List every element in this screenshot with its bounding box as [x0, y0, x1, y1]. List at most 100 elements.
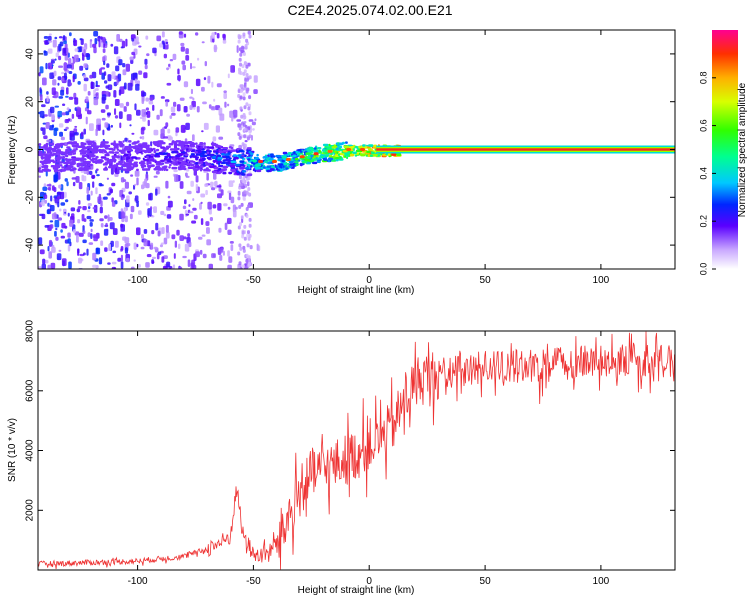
- heatmap-cell: [237, 190, 241, 196]
- heatmap-cell: [190, 180, 194, 187]
- heatmap-cell: [83, 63, 88, 69]
- heatmap-cell: [396, 153, 402, 157]
- heatmap-cell: [91, 157, 98, 161]
- heatmap-cell: [222, 155, 227, 159]
- heatmap-cell: [217, 203, 222, 211]
- heatmap-cell: [239, 52, 243, 57]
- heatmap-cell: [44, 148, 51, 151]
- heatmap-cell: [71, 167, 77, 171]
- heatmap-cell: [58, 55, 62, 61]
- snr-y-tick-label: 8000: [25, 319, 36, 342]
- heatmap-cell: [277, 163, 284, 166]
- heatmap-cell: [74, 54, 79, 63]
- heatmap-cell: [248, 129, 252, 134]
- heatmap-cell: [152, 47, 157, 54]
- heatmap-cell: [197, 57, 200, 61]
- heatmap-cell: [48, 33, 52, 36]
- heatmap-cell: [372, 154, 378, 157]
- heatmap-cell: [42, 258, 46, 265]
- heatmap-cell: [175, 157, 180, 160]
- heatmap-cell: [243, 224, 247, 229]
- heatmap-cell: [86, 101, 90, 109]
- snr-series-line: [38, 331, 675, 570]
- heatmap-cell: [366, 150, 371, 154]
- heatmap-cell: [193, 169, 197, 176]
- heatmap-cell: [173, 163, 176, 166]
- heatmap-cell: [203, 142, 206, 145]
- heatmap-cell: [212, 136, 217, 142]
- heatmap-cell: [182, 255, 187, 259]
- heatmap-cell: [98, 39, 101, 48]
- heatmap-cell: [121, 164, 126, 167]
- heatmap-cell: [120, 223, 123, 228]
- heatmap-cell: [101, 117, 106, 121]
- heatmap-cell: [136, 168, 139, 172]
- heatmap-cell: [204, 61, 207, 67]
- heatmap-cell: [210, 181, 214, 188]
- heatmap-cell: [222, 250, 225, 256]
- heatmap-cell: [79, 149, 82, 153]
- heatmap-cell: [65, 95, 69, 98]
- heatmap-cell: [382, 153, 386, 157]
- heatmap-cell: [89, 170, 93, 175]
- heatmap-cell: [136, 177, 139, 186]
- heatmap-cell: [325, 149, 328, 152]
- heatmap-cell: [181, 141, 187, 144]
- heatmap-cell: [92, 140, 95, 144]
- heatmap-cell: [355, 149, 361, 153]
- heatmap-cell: [173, 101, 177, 107]
- heatmap-cell: [68, 261, 72, 269]
- heatmap-cell: [134, 72, 138, 78]
- heatmap-cell: [50, 106, 55, 114]
- heatmap-cell: [45, 62, 48, 70]
- heatmap-cell: [242, 52, 246, 56]
- heatmap-cell: [245, 38, 249, 43]
- heatmap-cell: [111, 71, 116, 80]
- heatmap-cell: [183, 106, 188, 113]
- heatmap-cell: [44, 157, 50, 160]
- heatmap-cell: [100, 36, 103, 40]
- heatmap-cell: [323, 158, 328, 161]
- heatmap-cell: [104, 163, 108, 166]
- heatmap-cell: [206, 239, 211, 246]
- heatmap-x-tick-label: 0: [366, 275, 372, 286]
- heatmap-cell: [195, 145, 198, 149]
- heatmap-cell: [95, 168, 99, 171]
- heatmap-cell: [185, 159, 188, 162]
- heatmap-cell: [304, 159, 310, 162]
- heatmap-cell: [114, 99, 120, 106]
- heatmap-cell: [151, 230, 155, 235]
- heatmap-cell: [55, 227, 58, 231]
- heatmap-cell: [256, 169, 262, 173]
- heatmap-cell: [248, 95, 252, 100]
- heatmap-cell: [222, 147, 229, 150]
- heatmap-cell: [56, 160, 60, 163]
- heatmap-cell: [159, 244, 163, 248]
- heatmap-cell: [313, 147, 317, 150]
- heatmap-cell: [369, 154, 374, 157]
- heatmap-cell: [133, 53, 136, 59]
- heatmap-cell: [245, 102, 249, 107]
- heatmap-cell: [44, 225, 49, 228]
- heatmap-cell: [219, 247, 224, 253]
- heatmap-cell: [41, 104, 46, 108]
- heatmap-cell: [218, 154, 221, 158]
- heatmap-cell: [288, 160, 294, 164]
- heatmap-cell: [125, 168, 132, 172]
- heatmap-cell: [104, 215, 108, 219]
- heatmap-cell: [227, 217, 232, 224]
- heatmap-cell: [221, 153, 225, 156]
- heatmap-cell: [215, 125, 220, 133]
- heatmap-cell: [184, 199, 187, 205]
- heatmap-cell: [248, 111, 252, 116]
- heatmap-cell: [225, 161, 230, 165]
- heatmap-cell: [89, 74, 93, 79]
- heatmap-cell: [143, 72, 148, 79]
- heatmap-cell: [179, 235, 184, 241]
- heatmap-cell: [239, 95, 243, 100]
- heatmap-cell: [95, 128, 98, 136]
- heatmap-cell: [43, 51, 48, 56]
- heatmap-cell: [190, 145, 196, 148]
- heatmap-cell: [89, 123, 94, 131]
- heatmap-cell: [166, 67, 169, 71]
